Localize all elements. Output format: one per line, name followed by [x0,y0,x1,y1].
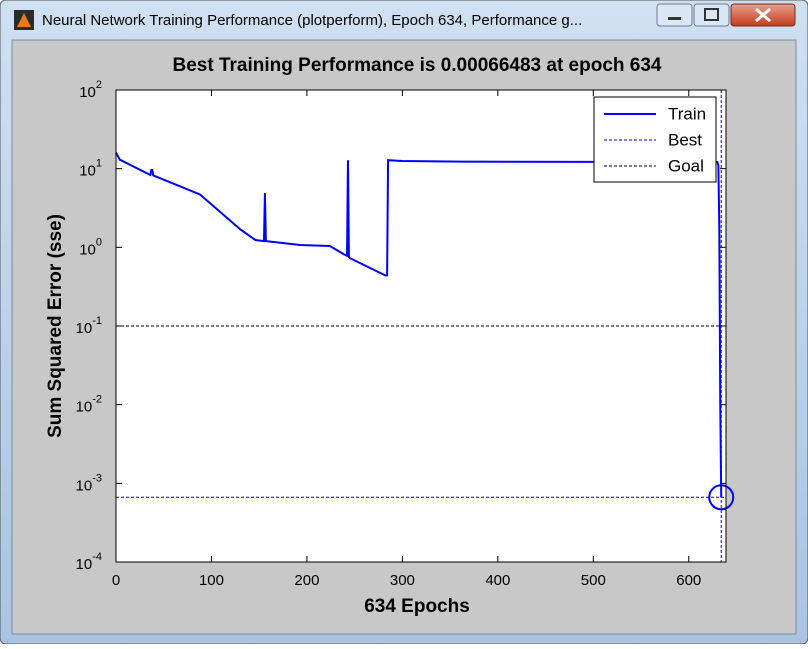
legend-label: Goal [668,156,704,175]
y-tick-label: 102 [79,79,102,101]
y-tick-exponent: 1 [96,158,102,170]
y-tick-base: 10 [76,320,93,337]
axes-frame [115,89,727,563]
y-tick-exponent: -1 [92,315,102,327]
maximize-button[interactable] [693,3,730,27]
y-tick-label: 10-3 [76,472,102,494]
y-tick-base: 10 [79,84,96,101]
chart-title: Best Training Performance is 0.00066483 … [173,55,662,76]
x-tick-label: 600 [676,572,701,589]
y-tick-base: 10 [76,477,93,494]
chart: 0 100 200 300 400 500 60010210110010-110-210-3… [76,79,735,589]
x-axis-label: 634 Epochs [364,596,470,617]
y-tick-label: 100 [79,236,102,258]
x-tick-label: 500 [581,572,606,589]
y-tick-base: 10 [79,241,96,258]
maximize-icon [704,8,719,21]
x-tick-label: 0 [112,572,120,589]
y-tick-base: 10 [76,399,93,416]
y-axis-label: Sum Squared Error (sse) [45,214,66,438]
y-tick-exponent: 0 [96,236,102,248]
minimize-button[interactable] [656,3,693,27]
close-icon [755,7,771,23]
y-tick-exponent: -3 [92,472,102,484]
x-tick-label: 100 [199,572,224,589]
minimize-icon [668,17,681,20]
y-tick-exponent: -2 [92,394,102,406]
y-tick-label: 10-1 [76,315,102,337]
y-tick-exponent: 2 [96,79,102,91]
y-tick-base: 10 [76,556,93,573]
y-tick-label: 10-2 [76,394,102,416]
x-tick-label: 200 [294,572,319,589]
best-point [708,484,735,511]
y-tick-label: 10-4 [76,551,102,573]
legend-label: Best [668,130,702,149]
y-tick-label: 101 [79,158,102,180]
x-tick-label: 400 [485,572,510,589]
y-tick-exponent: -4 [92,551,102,563]
legend-label: Train [668,104,706,123]
app-icon-shape [17,13,31,27]
window-title: Neural Network Training Performance (plo… [42,12,582,29]
y-tick-base: 10 [79,163,96,180]
x-tick-label: 300 [390,572,415,589]
